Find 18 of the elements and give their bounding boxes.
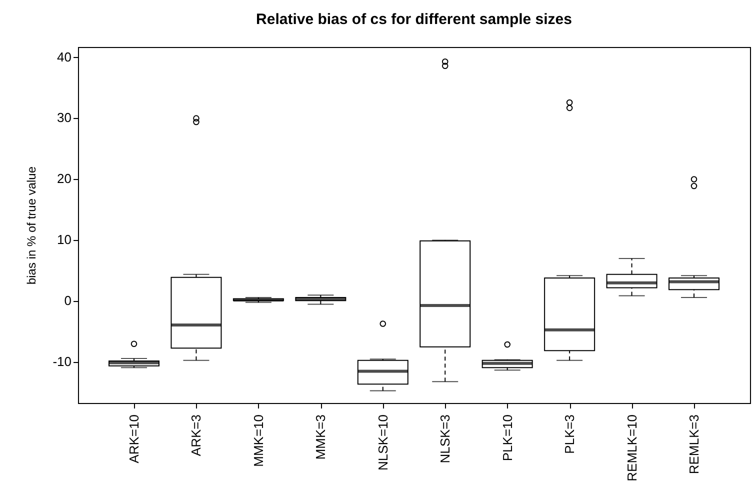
x-tick-label: ARK=10 bbox=[126, 414, 142, 464]
x-tick-label: MMK=3 bbox=[313, 414, 328, 460]
y-tick-label: 40 bbox=[57, 49, 72, 64]
x-tick-label: PLK=3 bbox=[562, 414, 578, 454]
y-tick-label: 20 bbox=[57, 171, 72, 186]
x-tick-label: MMK=10 bbox=[250, 414, 266, 467]
x-tick-label: NLSK=10 bbox=[375, 414, 390, 471]
y-tick-label: 10 bbox=[57, 232, 72, 248]
x-tick-label: ARK=3 bbox=[188, 414, 204, 456]
x-tick-label: REMLK=3 bbox=[686, 414, 702, 474]
y-axis-title: bias in % of true value bbox=[24, 166, 39, 285]
y-tick-label: -10 bbox=[52, 354, 72, 370]
x-tick-label: PLK=10 bbox=[500, 414, 515, 462]
y-tick-label: 0 bbox=[64, 293, 72, 308]
y-tick-label: 30 bbox=[57, 110, 72, 126]
x-tick-label: NLSK=3 bbox=[438, 414, 453, 464]
x-tick-label: REMLK=10 bbox=[624, 414, 640, 482]
chart-title: Relative bias of cs for different sample sizes bbox=[256, 11, 572, 28]
